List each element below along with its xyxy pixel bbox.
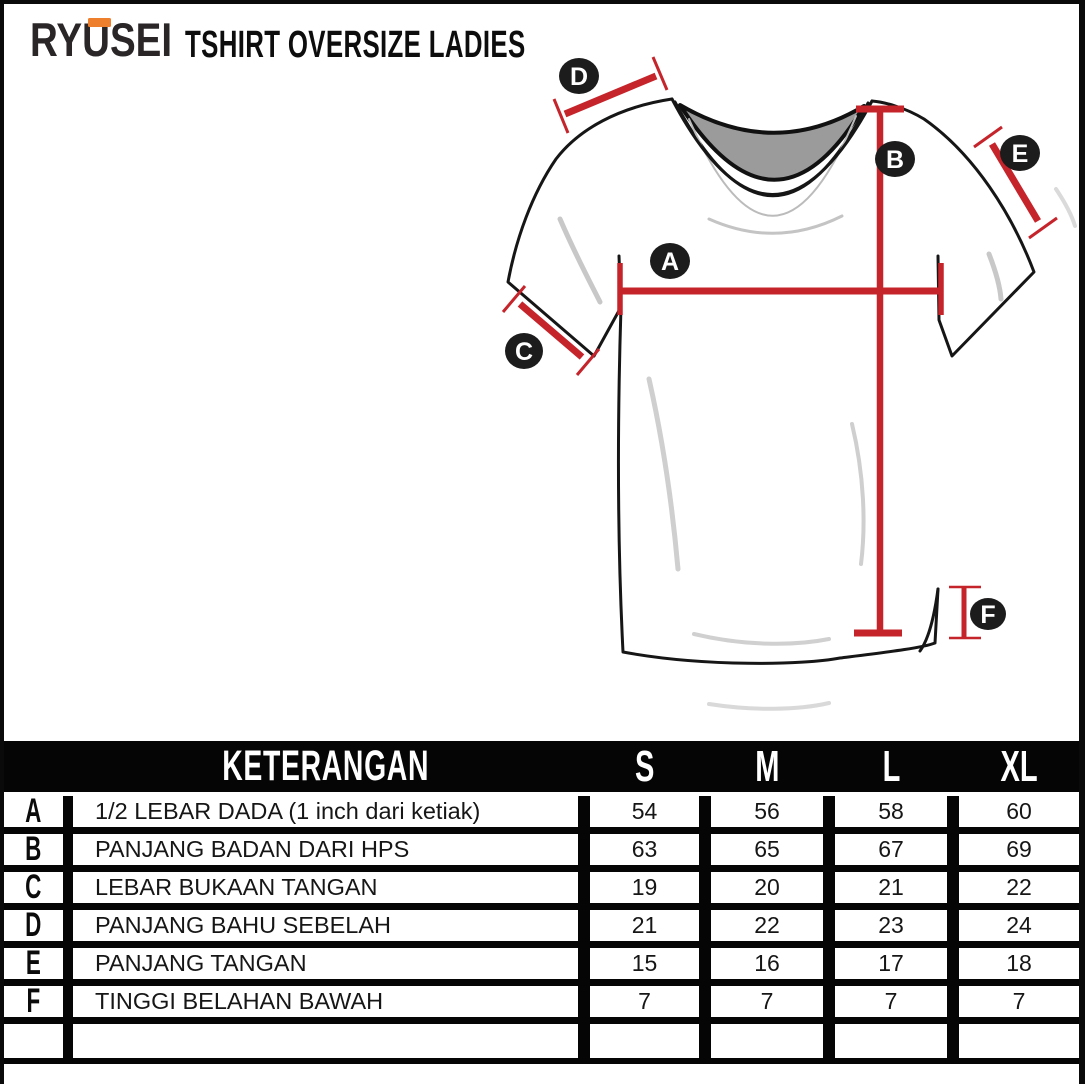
row-letter-cell: F [4, 982, 63, 1020]
table-row: F TINGGI BELAHAN BAWAH 7 7 7 7 [4, 982, 1079, 1020]
row-value-s: 54 [590, 796, 699, 827]
row-value-m: 65 [711, 834, 823, 865]
header-size-s: S [634, 741, 655, 791]
row-value-m: 22 [711, 910, 823, 941]
measure-tick [651, 56, 669, 91]
row-desc-cell: 1/2 LEBAR DADA (1 inch dari ketiak) [73, 796, 578, 827]
row-value-xl: 24 [959, 910, 1079, 941]
row-value-s: 21 [590, 910, 699, 941]
row-value-xl: 69 [959, 834, 1079, 865]
row-desc-cell: PANJANG TANGAN [73, 948, 578, 979]
header-bar: RYUSEI TSHIRT OVERSIZE LADIES [4, 4, 1079, 74]
row-letter-cell: A [4, 792, 63, 830]
row-value-l: 23 [835, 910, 947, 941]
row-letter-cell [4, 1024, 63, 1058]
row-value-l: 7 [835, 986, 947, 1017]
label-circle-b [875, 141, 915, 177]
row-value-xl: 60 [959, 796, 1079, 827]
brand-macron-accent [88, 18, 111, 27]
row-desc-cell: TINGGI BELAHAN BAWAH [73, 986, 578, 1017]
row-desc-cell [73, 1024, 578, 1058]
label-letter-c: C [515, 338, 533, 366]
row-desc-cell: PANJANG BAHU SEBELAH [73, 910, 578, 941]
label-circle-e [1000, 135, 1040, 171]
row-letter-cell: D [4, 906, 63, 944]
header-size-l: L [882, 741, 900, 791]
row-value-l: 21 [835, 872, 947, 903]
measure-tick [552, 98, 570, 134]
label-circle-d [559, 58, 599, 94]
row-value-m: 7 [711, 986, 823, 1017]
header-size-xl: XL [1000, 741, 1038, 791]
size-table-header: KETERANGAN S M L XL [4, 741, 1079, 792]
label-circle-c [505, 333, 543, 369]
row-letter-cell: B [4, 830, 63, 868]
label-letter-e: E [1012, 140, 1029, 168]
row-value-m: 20 [711, 872, 823, 903]
row-value-xl: 18 [959, 948, 1079, 979]
label-letter-b: B [886, 146, 904, 174]
row-value-s: 63 [590, 834, 699, 865]
row-value-m: 56 [711, 796, 823, 827]
row-value-xl: 22 [959, 872, 1079, 903]
tshirt-measurement-diagram: D B E A C F [501, 56, 1077, 711]
table-row: D PANJANG BAHU SEBELAH 21 22 23 24 [4, 906, 1079, 944]
measure-tick [973, 125, 1003, 149]
shading-strokes [557, 187, 1077, 711]
header-keterangan: KETERANGAN [222, 742, 429, 790]
row-letter-cell: E [4, 944, 63, 982]
row-value-m: 16 [711, 948, 823, 979]
row-value-s: 15 [590, 948, 699, 979]
measure-line-c [517, 301, 585, 360]
measure-line-d [563, 72, 658, 118]
row-value-l: 17 [835, 948, 947, 979]
collar-back-crescent [678, 103, 866, 182]
table-row: B PANJANG BADAN DARI HPS 63 65 67 69 [4, 830, 1079, 868]
size-table: KETERANGAN S M L XL A 1/2 LEBAR DADA (1 … [4, 741, 1079, 1064]
label-circle-f [970, 598, 1006, 630]
measure-tick [575, 348, 601, 376]
tshirt-silhouette [508, 99, 1034, 664]
row-value-l: 67 [835, 834, 947, 865]
page-title: TSHIRT OVERSIZE LADIES [185, 24, 526, 66]
table-row: A 1/2 LEBAR DADA (1 inch dari ketiak) 54… [4, 792, 1079, 830]
row-letter-cell: C [4, 868, 63, 906]
table-bottom-border [4, 1058, 1079, 1064]
row-desc-cell: LEBAR BUKAAN TANGAN [73, 872, 578, 903]
row-value-xl [959, 1024, 1079, 1058]
label-letter-a: A [661, 248, 679, 276]
measure-tick [1028, 216, 1058, 240]
table-row: C LEBAR BUKAAN TANGAN 19 20 21 22 [4, 868, 1079, 906]
collar-shadow-line [688, 115, 857, 217]
row-value-xl: 7 [959, 986, 1079, 1017]
row-value-l: 58 [835, 796, 947, 827]
label-letter-f: F [980, 601, 995, 629]
row-desc-cell: PANJANG BADAN DARI HPS [73, 834, 578, 865]
label-circle-a [650, 243, 690, 279]
measure-tick [501, 285, 527, 313]
row-value-l [835, 1024, 947, 1058]
row-value-s: 19 [590, 872, 699, 903]
size-table-body: A 1/2 LEBAR DADA (1 inch dari ketiak) 54… [4, 792, 1079, 1064]
table-row-empty [4, 1024, 1079, 1058]
row-value-s [590, 1024, 699, 1058]
row-value-s: 7 [590, 986, 699, 1017]
measurement-lines [501, 56, 1058, 640]
measure-line-e [988, 142, 1042, 223]
table-row: E PANJANG TANGAN 15 16 17 18 [4, 944, 1079, 982]
measure-labels: D B E A C F [505, 58, 1040, 630]
row-value-m [711, 1024, 823, 1058]
header-size-m: M [754, 741, 780, 791]
label-letter-d: D [570, 63, 588, 91]
